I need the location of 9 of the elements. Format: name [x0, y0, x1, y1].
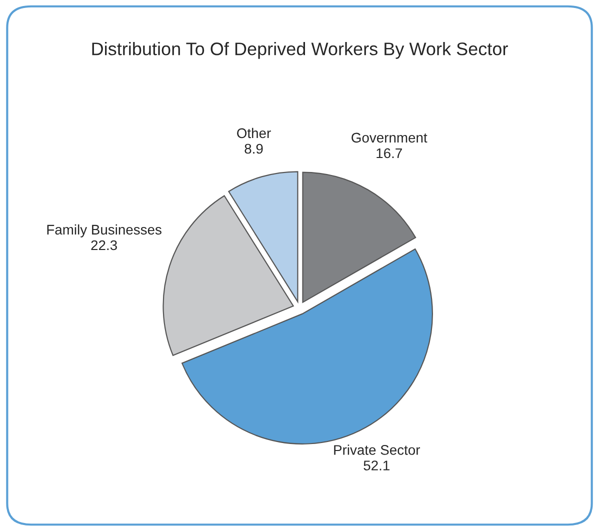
data-label: 8.9 [244, 144, 263, 154]
slice-label: Other [237, 128, 271, 138]
slice-label: Private Sector [334, 444, 420, 455]
data-label: 52.1 [364, 460, 390, 470]
slice-label: Government [352, 132, 428, 143]
data-label: 22.3 [91, 240, 117, 250]
data-label: 16.7 [376, 148, 402, 158]
chart-title: Distribution To Of Deprived Workers By Work Sector [92, 42, 508, 59]
slice-label: Family Businesses [47, 224, 162, 238]
